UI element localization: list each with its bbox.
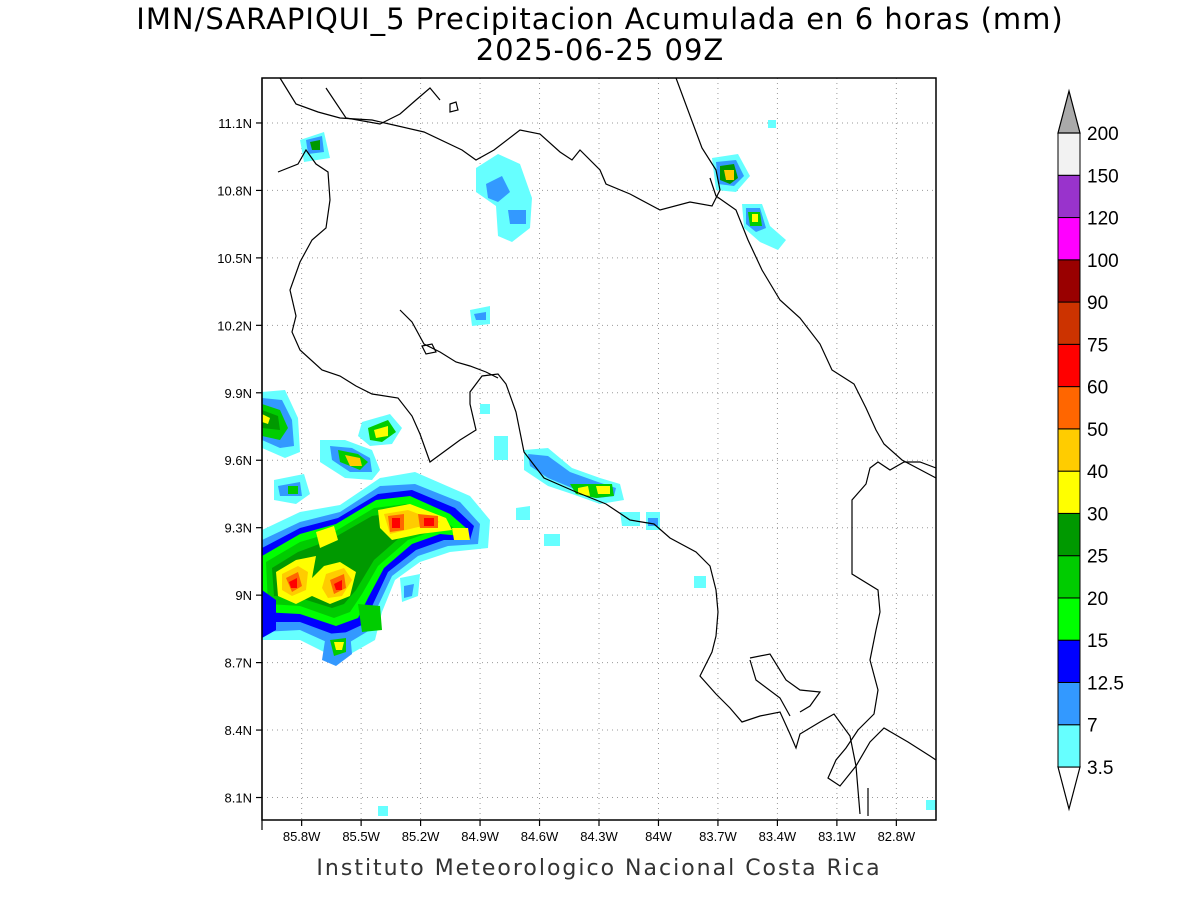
- lon-tick-label: 84.6W: [521, 829, 559, 844]
- colorbar-swatch: [1057, 597, 1081, 641]
- colorbar-swatch: [1057, 259, 1081, 303]
- colorbar-level-label: 150: [1087, 166, 1119, 187]
- lon-tick-label: 85.2W: [402, 829, 440, 844]
- lat-tick-label: 9N: [235, 588, 252, 603]
- colorbar-upper-extend: [1057, 88, 1081, 134]
- colorbar-swatch: [1057, 428, 1081, 472]
- colorbar-level-label: 30: [1087, 504, 1108, 525]
- colorbar-level-label: 75: [1087, 335, 1108, 356]
- colorbar-swatch: [1057, 174, 1081, 219]
- colorbar-level-label: 15: [1087, 631, 1108, 652]
- precip-cell-north: [300, 120, 936, 816]
- precip-field: [262, 120, 936, 816]
- colorbar-level-label: 200: [1087, 124, 1119, 145]
- lat-tick-label: 10.8N: [217, 183, 252, 198]
- colorbar-level-label: 3.5: [1087, 758, 1113, 779]
- colorbar-level-label: 20: [1087, 589, 1108, 610]
- lon-tick-label: 82.8W: [878, 829, 916, 844]
- lon-tick-label: 83.7W: [699, 829, 737, 844]
- latitude-axis: 11.1N 10.8N 10.5N 10.2N 9.9N 9.6N 9.3N 9N 8.7N 8.…: [217, 116, 262, 806]
- lat-tick-label: 8.7N: [225, 656, 252, 671]
- precip-cell-mid: [274, 414, 402, 504]
- lat-tick-label: 11.1N: [218, 116, 252, 131]
- colorbar-swatch: [1057, 217, 1081, 261]
- colorbar-level-label: 120: [1087, 209, 1119, 230]
- lat-tick-label: 8.4N: [225, 723, 252, 738]
- colorbar-swatch: [1057, 301, 1081, 345]
- lat-tick-label: 10.5N: [217, 251, 252, 266]
- colorbar-level-label: 25: [1087, 547, 1108, 568]
- colorbar: 3.5 7 12.5 15 20 25 30 40 50 60 75 90 100 120 150 200: [1057, 88, 1124, 812]
- map-title: IMN/SARAPIQUI_5 Precipitacion Acumulada …: [136, 2, 1064, 36]
- coastlines: [261, 77, 937, 830]
- gridlines: [262, 78, 936, 820]
- precip-cell-sw: [262, 472, 490, 666]
- colorbar-swatch: [1057, 470, 1081, 514]
- colorbar-swatch: [1057, 132, 1081, 176]
- lat-tick-label: 9.6N: [225, 453, 252, 468]
- lat-tick-label: 10.2N: [217, 318, 252, 333]
- lon-tick-label: 85.8W: [283, 829, 321, 844]
- lat-tick-label: 9.3N: [225, 521, 252, 536]
- colorbar-level-label: 40: [1087, 462, 1108, 483]
- colorbar-swatch: [1057, 681, 1081, 726]
- colorbar-swatch: [1057, 639, 1081, 683]
- lon-tick-label: 85.5W: [342, 829, 380, 844]
- map-panel: 11.1N 10.8N 10.5N 10.2N 9.9N 9.6N 9.3N 9N 8.7N 8.…: [217, 77, 937, 844]
- colorbar-swatch: [1057, 512, 1081, 557]
- lon-tick-label: 84.9W: [461, 829, 499, 844]
- colorbar-level-label: 60: [1087, 378, 1108, 399]
- colorbar-lower-extend: [1057, 766, 1081, 812]
- lon-tick-label: 83.4W: [759, 829, 797, 844]
- institution-footer: Instituto Meteorologico Nacional Costa R…: [316, 856, 882, 881]
- lon-tick-label: 84W: [645, 829, 672, 844]
- colorbar-swatch: [1057, 555, 1081, 599]
- map-datetime: 2025-06-25 09Z: [475, 33, 725, 67]
- colorbar-level-label: 50: [1087, 420, 1108, 441]
- colorbar-swatch: [1057, 724, 1081, 768]
- lon-tick-label: 83.1W: [818, 829, 856, 844]
- lat-tick-label: 9.9N: [225, 386, 252, 401]
- longitude-axis: 85.8W 85.5W 85.2W 84.9W 84.6W 84.3W 84W 83.7W 83…: [283, 820, 916, 844]
- lat-tick-label: 8.1N: [225, 791, 252, 806]
- colorbar-swatch: [1057, 343, 1081, 388]
- precip-cell-nw: [262, 390, 300, 458]
- colorbar-swatch: [1057, 386, 1081, 430]
- colorbar-level-label: 12.5: [1087, 673, 1124, 694]
- colorbar-level-label: 7: [1087, 716, 1098, 737]
- lon-tick-label: 84.3W: [580, 829, 618, 844]
- colorbar-level-label: 90: [1087, 293, 1108, 314]
- colorbar-level-label: 100: [1087, 251, 1119, 272]
